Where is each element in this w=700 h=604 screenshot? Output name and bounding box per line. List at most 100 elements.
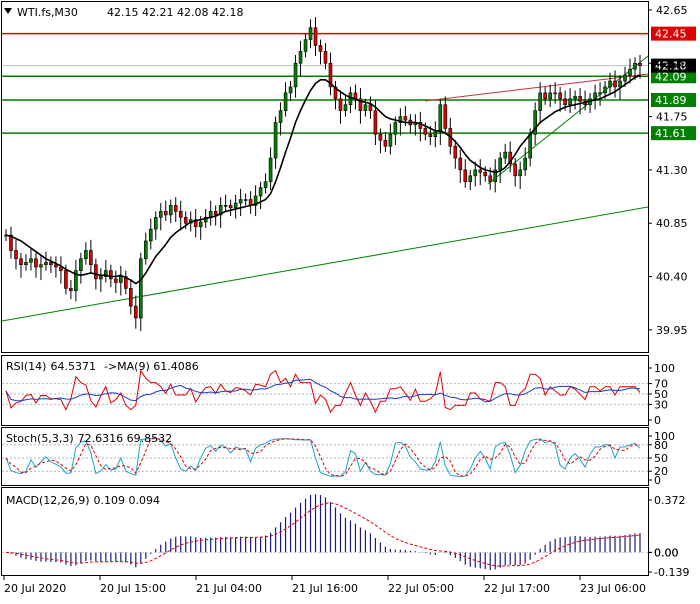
candle-body: [533, 110, 537, 135]
stoch-panel: [1, 427, 649, 486]
candle-body: [94, 264, 98, 280]
axis-tick-label: 0: [654, 474, 661, 487]
candle-body: [373, 110, 378, 135]
candle-body: [198, 221, 203, 228]
candle-body: [298, 51, 303, 64]
candle-body: [468, 175, 473, 183]
axis-tick-label: 80: [654, 439, 668, 452]
candle-body: [84, 250, 88, 260]
candle-body: [438, 104, 443, 133]
candle-body: [178, 211, 183, 218]
candle-body: [488, 175, 493, 183]
candle-body: [193, 219, 198, 228]
candle-body: [493, 169, 498, 183]
candle-body: [79, 258, 83, 271]
candle-body: [558, 92, 562, 100]
candle-body: [44, 262, 48, 265]
candles: [4, 17, 642, 332]
level-label: 41.89: [655, 94, 687, 107]
trendlines[interactable]: [1, 55, 649, 322]
candle-body: [99, 276, 103, 280]
candle-body: [548, 92, 552, 100]
candle-body: [293, 62, 298, 88]
candle-body: [183, 216, 188, 224]
horizontal-levels[interactable]: 42.45 42.09 41.89 41.61 42.18: [2, 26, 696, 141]
current-price-label: 42.18: [655, 60, 687, 73]
axis-tick-label: 50: [654, 388, 668, 401]
candle-body: [228, 205, 233, 209]
candle-body: [608, 80, 612, 88]
candle-body: [64, 270, 68, 289]
candle-body: [478, 169, 483, 173]
candle-body: [124, 276, 128, 289]
candle-body: [563, 98, 567, 106]
channel-upper-trendline[interactable]: [424, 73, 649, 102]
candle-body: [328, 62, 333, 88]
ohlc-header: 42.15 42.21 42.08 42.18: [107, 6, 243, 19]
axis-tick-label: 100: [654, 362, 675, 375]
candle-body: [618, 80, 622, 88]
candle-body: [89, 250, 93, 265]
price-tick-label: 40.85: [656, 217, 688, 230]
level-tag: [651, 26, 696, 41]
candle-body: [443, 104, 448, 129]
candle-body: [538, 92, 542, 111]
candle-body: [313, 27, 318, 46]
rsi-panel: [1, 355, 649, 426]
candle-body: [503, 151, 508, 159]
candle-body: [628, 68, 632, 76]
axis-tick-label: -0.139: [654, 566, 689, 579]
rsi-header-ma: ->MA(9) 61.4086: [104, 360, 199, 373]
candle-body: [153, 216, 158, 230]
candle-body: [29, 258, 33, 263]
axis-tick-label: 0.00: [654, 546, 679, 559]
axis-tick-label: 50: [654, 452, 668, 465]
candle-body: [119, 276, 123, 283]
channel-lower-trendline[interactable]: [487, 55, 649, 185]
price-tick-label: 42.65: [656, 4, 688, 17]
price-tick-label: 41.30: [656, 164, 688, 177]
candle-body: [613, 80, 617, 88]
time-tick-label: 20 Jul 2020: [4, 582, 66, 595]
candle-body: [213, 211, 218, 216]
candle-body: [483, 171, 488, 177]
candle-body: [114, 278, 118, 283]
candle-body: [553, 92, 557, 95]
candle-body: [233, 202, 238, 209]
collapse-triangle-icon[interactable]: [4, 8, 12, 14]
level-label: 41.61: [655, 127, 687, 140]
candle-body: [258, 187, 263, 197]
candle-body: [138, 258, 143, 319]
candle-body: [19, 258, 23, 265]
axis-tick-label: 0.372: [654, 494, 686, 507]
candle-body: [518, 169, 522, 177]
candle-body: [348, 92, 353, 106]
time-tick-label: 23 Jul 06:00: [580, 582, 646, 595]
candle-body: [428, 134, 433, 138]
candle-body: [368, 104, 373, 111]
candle-body: [498, 157, 503, 171]
candle-body: [9, 234, 13, 251]
candle-body: [473, 169, 478, 177]
macd-histogram: [2, 494, 648, 570]
candle-body: [358, 98, 363, 111]
macd-signal-line: [5, 502, 641, 567]
candle-body: [433, 131, 438, 138]
candle-body: [263, 181, 268, 188]
level-label: 42.09: [655, 70, 687, 83]
candle-body: [39, 264, 43, 268]
macd-header-name: MACD(12,26,9): [6, 494, 90, 507]
time-tick-label: 21 Jul 16:00: [292, 582, 358, 595]
candle-body: [508, 151, 513, 165]
moving-average-line: [5, 74, 641, 285]
long-support-trendline[interactable]: [1, 206, 649, 322]
axis-tick-label: 100: [654, 430, 675, 443]
candle-body: [129, 288, 133, 307]
time-axis: 20 Jul 2020 20 Jul 15:00 21 Jul 04:00 21 Ju…: [3, 576, 646, 595]
price-tick-label: 42.20: [656, 57, 688, 70]
rsi-header-name: RSI(14): [6, 360, 46, 373]
candle-body: [148, 228, 153, 242]
candle-body: [283, 92, 288, 111]
